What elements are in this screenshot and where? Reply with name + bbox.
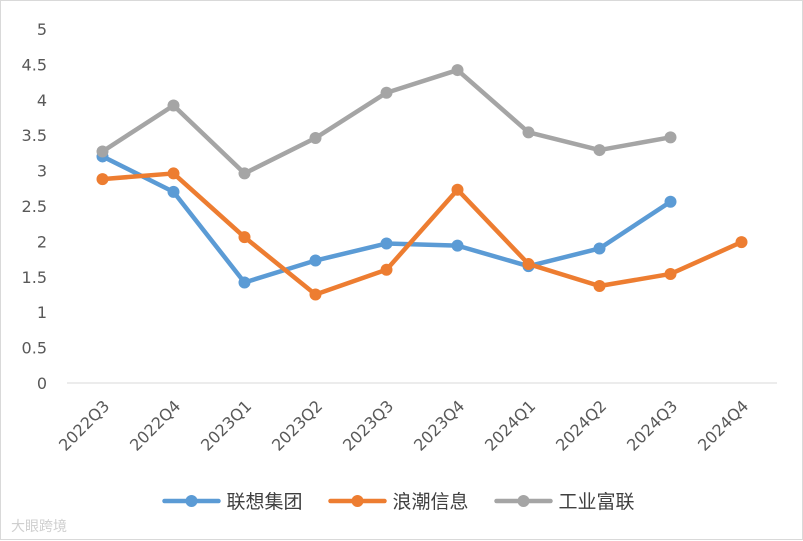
data-point [593, 280, 606, 293]
data-point [522, 258, 535, 271]
data-point [96, 173, 109, 186]
x-tick-label: 2022Q3 [55, 396, 113, 454]
legend-swatch-marker [351, 495, 364, 507]
x-tick-label: 2022Q4 [126, 396, 184, 454]
data-point [309, 132, 322, 145]
x-tick-label: 2024Q3 [623, 396, 681, 454]
x-tick-label: 2024Q1 [481, 396, 539, 454]
data-point [309, 288, 322, 301]
x-tick-label: 2023Q2 [268, 396, 326, 454]
series-line [100, 154, 673, 285]
data-point [451, 183, 464, 196]
y-tick-label: 3 [37, 162, 47, 181]
data-point [167, 99, 180, 112]
x-tick-label: 2024Q4 [694, 396, 752, 454]
legend-label: 浪潮信息 [393, 491, 469, 513]
data-point [238, 231, 251, 244]
data-point [380, 86, 393, 99]
y-tick-label: 1.5 [22, 268, 47, 287]
data-point [309, 254, 322, 267]
legend-swatch-marker [185, 495, 198, 507]
y-tick-label: 4.5 [22, 55, 47, 74]
legend-swatch-marker [517, 495, 530, 507]
y-tick-label: 5 [37, 20, 47, 39]
data-point [522, 126, 535, 139]
data-point [238, 167, 251, 180]
x-tick-label: 2023Q3 [339, 396, 397, 454]
data-point [664, 195, 677, 208]
data-point [664, 131, 677, 144]
data-point [380, 237, 393, 250]
series-line [100, 67, 673, 176]
x-tick-label: 2024Q2 [552, 396, 610, 454]
y-tick-label: 1 [37, 303, 47, 322]
series-line [100, 171, 744, 297]
data-point [167, 167, 180, 180]
y-tick-label: 4 [37, 91, 47, 110]
data-point [735, 236, 748, 249]
x-tick-label: 2023Q4 [410, 396, 468, 454]
y-tick-label: 0 [37, 374, 47, 393]
watermark-text: 大眼跨境 [11, 519, 67, 535]
data-point [451, 239, 464, 252]
data-point [96, 145, 109, 158]
y-tick-label: 2.5 [22, 197, 47, 216]
data-point [167, 185, 180, 198]
data-point [664, 267, 677, 280]
x-tick-label: 2023Q1 [197, 396, 255, 454]
data-point [238, 276, 251, 289]
data-point [593, 242, 606, 255]
legend-label: 联想集团 [227, 491, 303, 513]
y-tick-label: 3.5 [22, 126, 47, 145]
y-tick-label: 0.5 [22, 339, 47, 358]
legend-label: 工业富联 [559, 491, 635, 513]
y-tick-label: 2 [37, 232, 47, 251]
data-point [451, 64, 464, 77]
data-point [593, 144, 606, 157]
data-point [380, 263, 393, 276]
